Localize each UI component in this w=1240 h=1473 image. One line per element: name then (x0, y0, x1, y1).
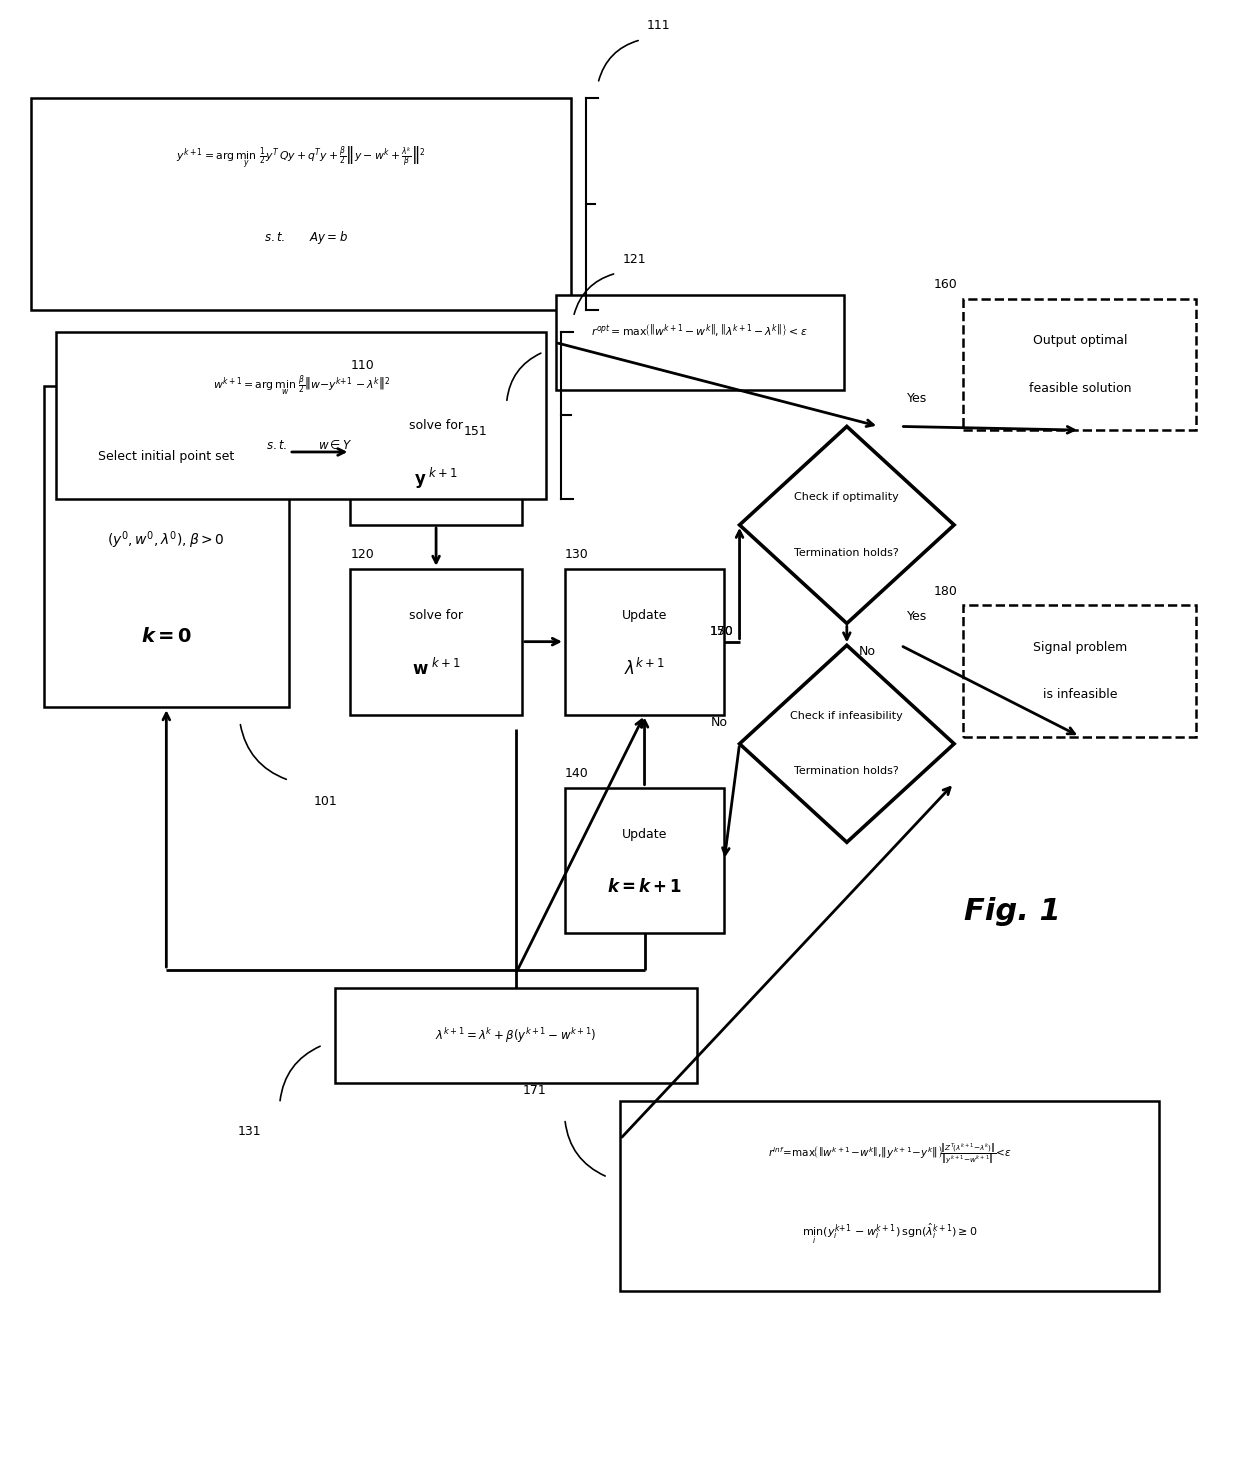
Text: feasible solution: feasible solution (1028, 382, 1131, 395)
Text: $(y^0, w^0, \lambda^0), \beta > 0$: $(y^0, w^0, \lambda^0), \beta > 0$ (108, 530, 226, 551)
Text: $y^{k+1} = \arg\min_{y}\ \frac{1}{2}y^TQy + q^Ty + \frac{\beta}{2}\left\|y - w^k: $y^{k+1} = \arg\min_{y}\ \frac{1}{2}y^TQ… (176, 144, 427, 171)
FancyBboxPatch shape (963, 299, 1197, 430)
Text: Yes: Yes (906, 610, 928, 623)
Text: 111: 111 (647, 19, 671, 32)
FancyBboxPatch shape (350, 569, 522, 714)
Text: $s.t.$: $s.t.$ (267, 439, 288, 452)
Text: 131: 131 (237, 1125, 260, 1139)
Text: 110: 110 (350, 359, 374, 371)
Text: Select initial point set: Select initial point set (98, 451, 234, 464)
Text: Check if infeasibility: Check if infeasibility (790, 711, 903, 722)
Text: $\lambda^{k+1}$: $\lambda^{k+1}$ (624, 657, 665, 679)
FancyBboxPatch shape (963, 605, 1197, 736)
Text: 150: 150 (709, 625, 733, 638)
Text: is infeasible: is infeasible (1043, 688, 1117, 701)
Text: Termination holds?: Termination holds? (795, 548, 899, 557)
Text: $r^{opt} = \max\!\left\{\left\|w^{k+1} - w^k\right\|, \left\|\lambda^{k+1} - \la: $r^{opt} = \max\!\left\{\left\|w^{k+1} -… (591, 323, 808, 339)
Text: Termination holds?: Termination holds? (795, 766, 899, 776)
Text: $r^{inf}\!=\!\max\!\left\{\left\|w^{k+1}\!-\!w^k\right\|,\!\left\|y^{k+1}\!-\!y^: $r^{inf}\!=\!\max\!\left\{\left\|w^{k+1}… (768, 1142, 1012, 1167)
Text: $s.t.$: $s.t.$ (264, 231, 285, 245)
Text: Fig. 1: Fig. 1 (963, 897, 1060, 927)
Text: 151: 151 (464, 426, 487, 437)
FancyBboxPatch shape (350, 379, 522, 524)
FancyBboxPatch shape (56, 331, 547, 499)
Text: $\mathbf{y}^{\ k+1}$: $\mathbf{y}^{\ k+1}$ (414, 465, 458, 491)
Text: 140: 140 (565, 767, 589, 781)
FancyBboxPatch shape (43, 386, 289, 707)
Text: 170: 170 (709, 625, 733, 638)
Text: $\mathbf{w}^{\ k+1}$: $\mathbf{w}^{\ k+1}$ (412, 657, 460, 679)
Text: No: No (859, 645, 877, 658)
Text: $\boldsymbol{k = k+1}$: $\boldsymbol{k = k+1}$ (606, 878, 682, 896)
Text: No: No (711, 716, 728, 729)
Text: Yes: Yes (906, 392, 928, 405)
Text: $w \in Y$: $w \in Y$ (319, 439, 352, 452)
FancyBboxPatch shape (31, 99, 570, 309)
FancyBboxPatch shape (335, 988, 697, 1083)
Text: solve for: solve for (409, 420, 463, 432)
Text: Signal problem: Signal problem (1033, 641, 1127, 654)
Polygon shape (739, 645, 954, 843)
FancyBboxPatch shape (565, 788, 724, 934)
Text: 130: 130 (565, 548, 589, 561)
FancyBboxPatch shape (565, 569, 724, 714)
Text: solve for: solve for (409, 608, 463, 622)
Text: Output optimal: Output optimal (1033, 334, 1127, 348)
Text: $\min_i(y_i^{k+1} - w_i^{k+1})\,\mathrm{sgn}(\hat{\lambda}_i^{k+1}) \geq 0$: $\min_i(y_i^{k+1} - w_i^{k+1})\,\mathrm{… (802, 1223, 977, 1246)
Text: $w^{k+1} = \arg\min_{w}\ \frac{\beta}{2}\left\|w - y^{k+1} - \lambda^k\right\|^2: $w^{k+1} = \arg\min_{w}\ \frac{\beta}{2}… (212, 373, 389, 398)
Text: 121: 121 (622, 253, 646, 267)
Text: Check if optimality: Check if optimality (795, 492, 899, 502)
Text: 160: 160 (934, 278, 957, 292)
FancyBboxPatch shape (620, 1102, 1159, 1290)
FancyBboxPatch shape (556, 295, 843, 390)
Text: 171: 171 (522, 1084, 546, 1097)
Polygon shape (739, 427, 954, 623)
Text: $\lambda^{k+1} = \lambda^k + \beta(y^{k+1} - w^{k+1})$: $\lambda^{k+1} = \lambda^k + \beta(y^{k+… (435, 1027, 596, 1044)
Text: Update: Update (621, 608, 667, 622)
Text: 101: 101 (314, 795, 337, 807)
Text: 120: 120 (350, 548, 374, 561)
Text: $Ay = b$: $Ay = b$ (309, 230, 347, 246)
Text: $\boldsymbol{k = 0}$: $\boldsymbol{k = 0}$ (140, 627, 192, 647)
Text: 180: 180 (934, 585, 957, 598)
Text: Update: Update (621, 828, 667, 841)
